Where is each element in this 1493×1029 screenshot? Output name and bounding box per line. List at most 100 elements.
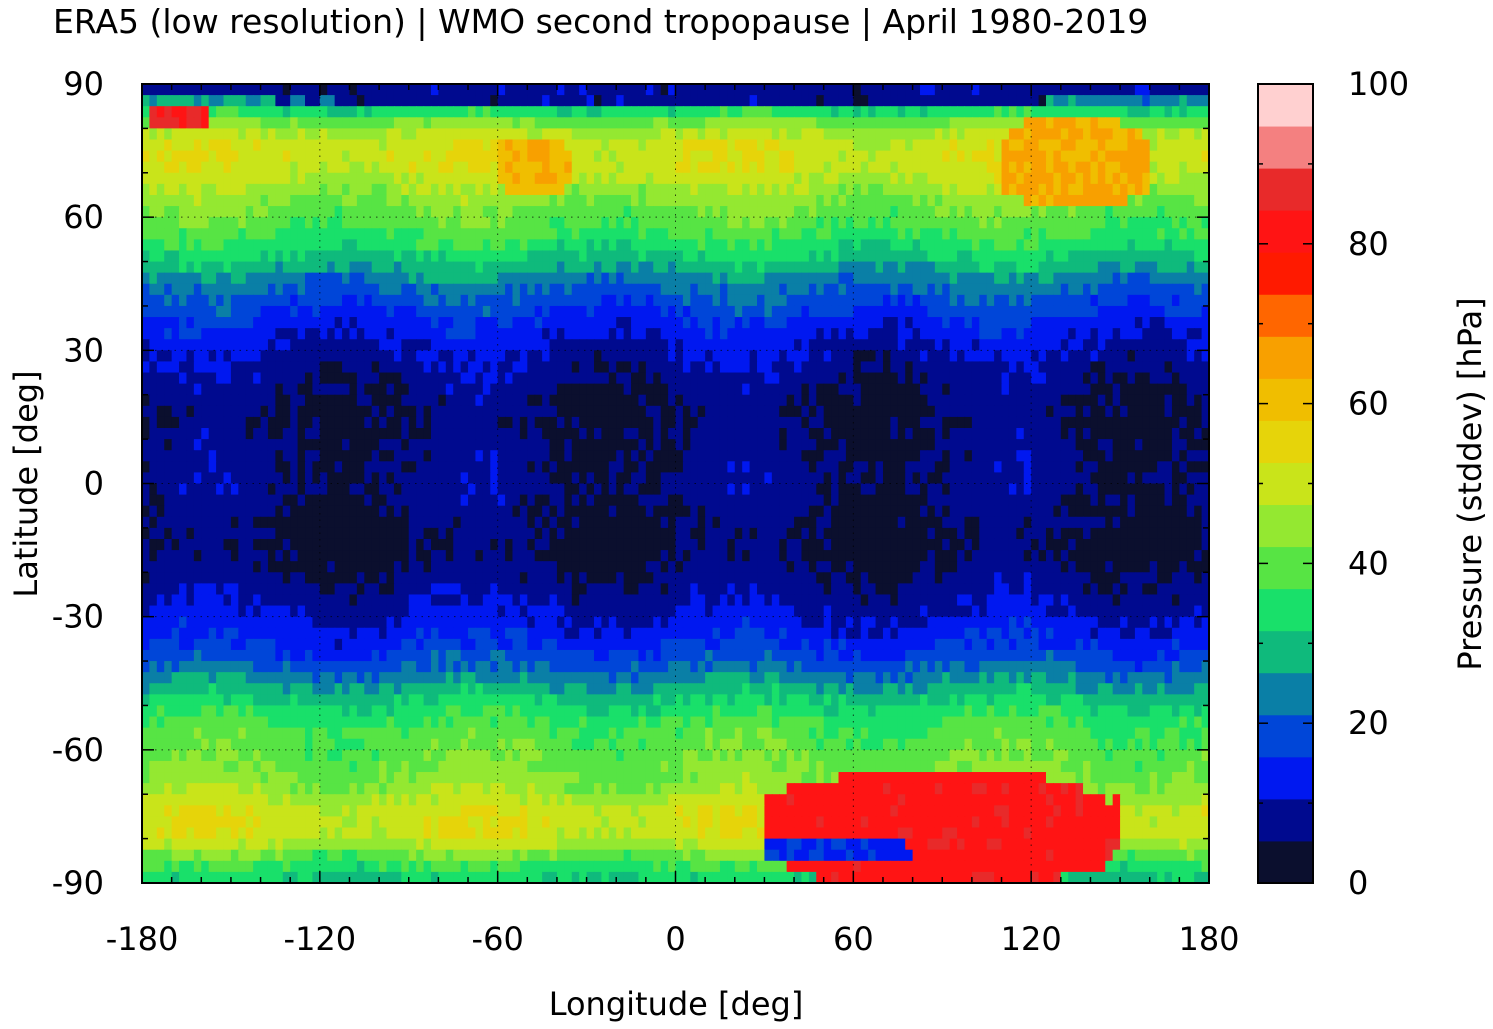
heatmap-cell [897, 95, 906, 107]
heatmap-cell [845, 416, 854, 429]
heatmap-cell [312, 161, 321, 174]
heatmap-cell [1120, 194, 1129, 207]
heatmap-cell [779, 305, 788, 318]
heatmap-cell [1157, 272, 1166, 285]
heatmap-cell [653, 161, 662, 174]
heatmap-cell [1127, 317, 1136, 329]
heatmap-cell [1164, 228, 1173, 240]
heatmap-cell [571, 183, 580, 196]
heatmap-cell [564, 428, 573, 440]
heatmap-cell [1164, 106, 1173, 118]
heatmap-cell [549, 439, 558, 451]
heatmap-cell [794, 250, 803, 263]
heatmap-cell [964, 450, 973, 462]
heatmap-cell [408, 405, 417, 418]
heatmap-cell [312, 416, 321, 429]
heatmap-cell [497, 350, 506, 363]
heatmap-cell [719, 150, 728, 163]
heatmap-cell [1090, 117, 1099, 129]
heatmap-cell [742, 183, 751, 196]
heatmap-cell [571, 150, 580, 163]
heatmap-cell [430, 428, 439, 440]
heatmap-cell [416, 450, 425, 462]
heatmap-cell [712, 416, 721, 429]
heatmap-cell [393, 261, 402, 274]
heatmap-cell [445, 372, 454, 385]
heatmap-cell [1105, 172, 1114, 185]
heatmap-cell [408, 172, 417, 185]
heatmap-cell [342, 261, 351, 274]
heatmap-cell [868, 172, 877, 185]
heatmap-cell [1120, 117, 1129, 129]
heatmap-cell [801, 305, 810, 318]
heatmap-cell [920, 272, 929, 285]
heatmap-cell [808, 450, 817, 462]
heatmap-cell [490, 228, 499, 240]
heatmap-cell [1157, 117, 1166, 129]
heatmap-cell [379, 194, 388, 207]
heatmap-cell [653, 328, 662, 340]
heatmap-cell [260, 139, 269, 152]
heatmap-cell [1045, 439, 1054, 451]
heatmap-cell [179, 416, 188, 429]
heatmap-cell [764, 228, 773, 240]
heatmap-cell [1134, 350, 1143, 363]
heatmap-cell [957, 84, 966, 96]
heatmap-cell [1090, 194, 1099, 207]
heatmap-cell [593, 372, 602, 385]
heatmap-cell [1060, 161, 1069, 174]
heatmap-cell [275, 106, 284, 118]
heatmap-cell [616, 228, 625, 240]
heatmap-cell [275, 383, 284, 396]
heatmap-cell [616, 95, 625, 107]
heatmap-cell [927, 361, 936, 374]
heatmap-cell [453, 261, 462, 274]
heatmap-cell [534, 328, 543, 340]
heatmap-cell [690, 261, 699, 274]
heatmap-cell [934, 439, 943, 451]
heatmap-cell [371, 305, 380, 318]
heatmap-cell [712, 150, 721, 163]
heatmap-cell [986, 405, 995, 418]
heatmap-cell [697, 272, 706, 285]
heatmap-cell [586, 139, 595, 152]
heatmap-cell [971, 305, 980, 318]
heatmap-cell [705, 439, 714, 451]
heatmap-cell [690, 405, 699, 418]
heatmap-cell [1179, 117, 1188, 129]
heatmap-cell [586, 150, 595, 163]
heatmap-cell [290, 317, 299, 329]
heatmap-cell [949, 106, 958, 118]
heatmap-cell [1142, 128, 1151, 141]
heatmap-cell [260, 450, 269, 462]
heatmap-cell [816, 172, 825, 185]
heatmap-cell [438, 416, 447, 429]
heatmap-cell [497, 217, 506, 229]
heatmap-cell [290, 84, 299, 96]
heatmap-cell [534, 283, 543, 296]
heatmap-cell [1105, 150, 1114, 163]
heatmap-cell [267, 139, 276, 152]
heatmap-cell [1001, 84, 1010, 96]
heatmap-cell [556, 439, 565, 451]
heatmap-cell [1186, 405, 1195, 418]
heatmap-cell [971, 372, 980, 385]
heatmap-cell [349, 461, 358, 474]
heatmap-cell [356, 239, 365, 252]
heatmap-cell [1120, 305, 1129, 318]
heatmap-cell [853, 339, 862, 351]
heatmap-cell [445, 261, 454, 274]
heatmap-cell [542, 461, 551, 474]
heatmap-cell [223, 150, 232, 163]
heatmap-cell [579, 84, 588, 96]
heatmap-cell [920, 405, 929, 418]
heatmap-cell [742, 361, 751, 374]
heatmap-cell [1112, 328, 1121, 340]
heatmap-cell [1060, 283, 1069, 296]
heatmap-cell [1120, 361, 1129, 374]
heatmap-cell [705, 294, 714, 307]
heatmap-cell [386, 283, 395, 296]
heatmap-cell [1105, 239, 1114, 252]
heatmap-cell [505, 405, 514, 418]
heatmap-cell [208, 272, 217, 285]
